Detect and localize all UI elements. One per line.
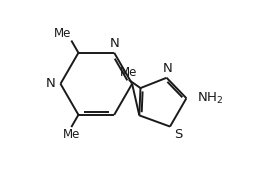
- Text: Me: Me: [120, 66, 137, 79]
- Text: N: N: [46, 77, 56, 90]
- Text: N: N: [109, 37, 119, 50]
- Text: Me: Me: [63, 128, 80, 141]
- Text: N: N: [163, 62, 172, 75]
- Text: S: S: [174, 128, 182, 141]
- Text: Me: Me: [54, 27, 71, 40]
- Text: NH$_2$: NH$_2$: [197, 91, 223, 106]
